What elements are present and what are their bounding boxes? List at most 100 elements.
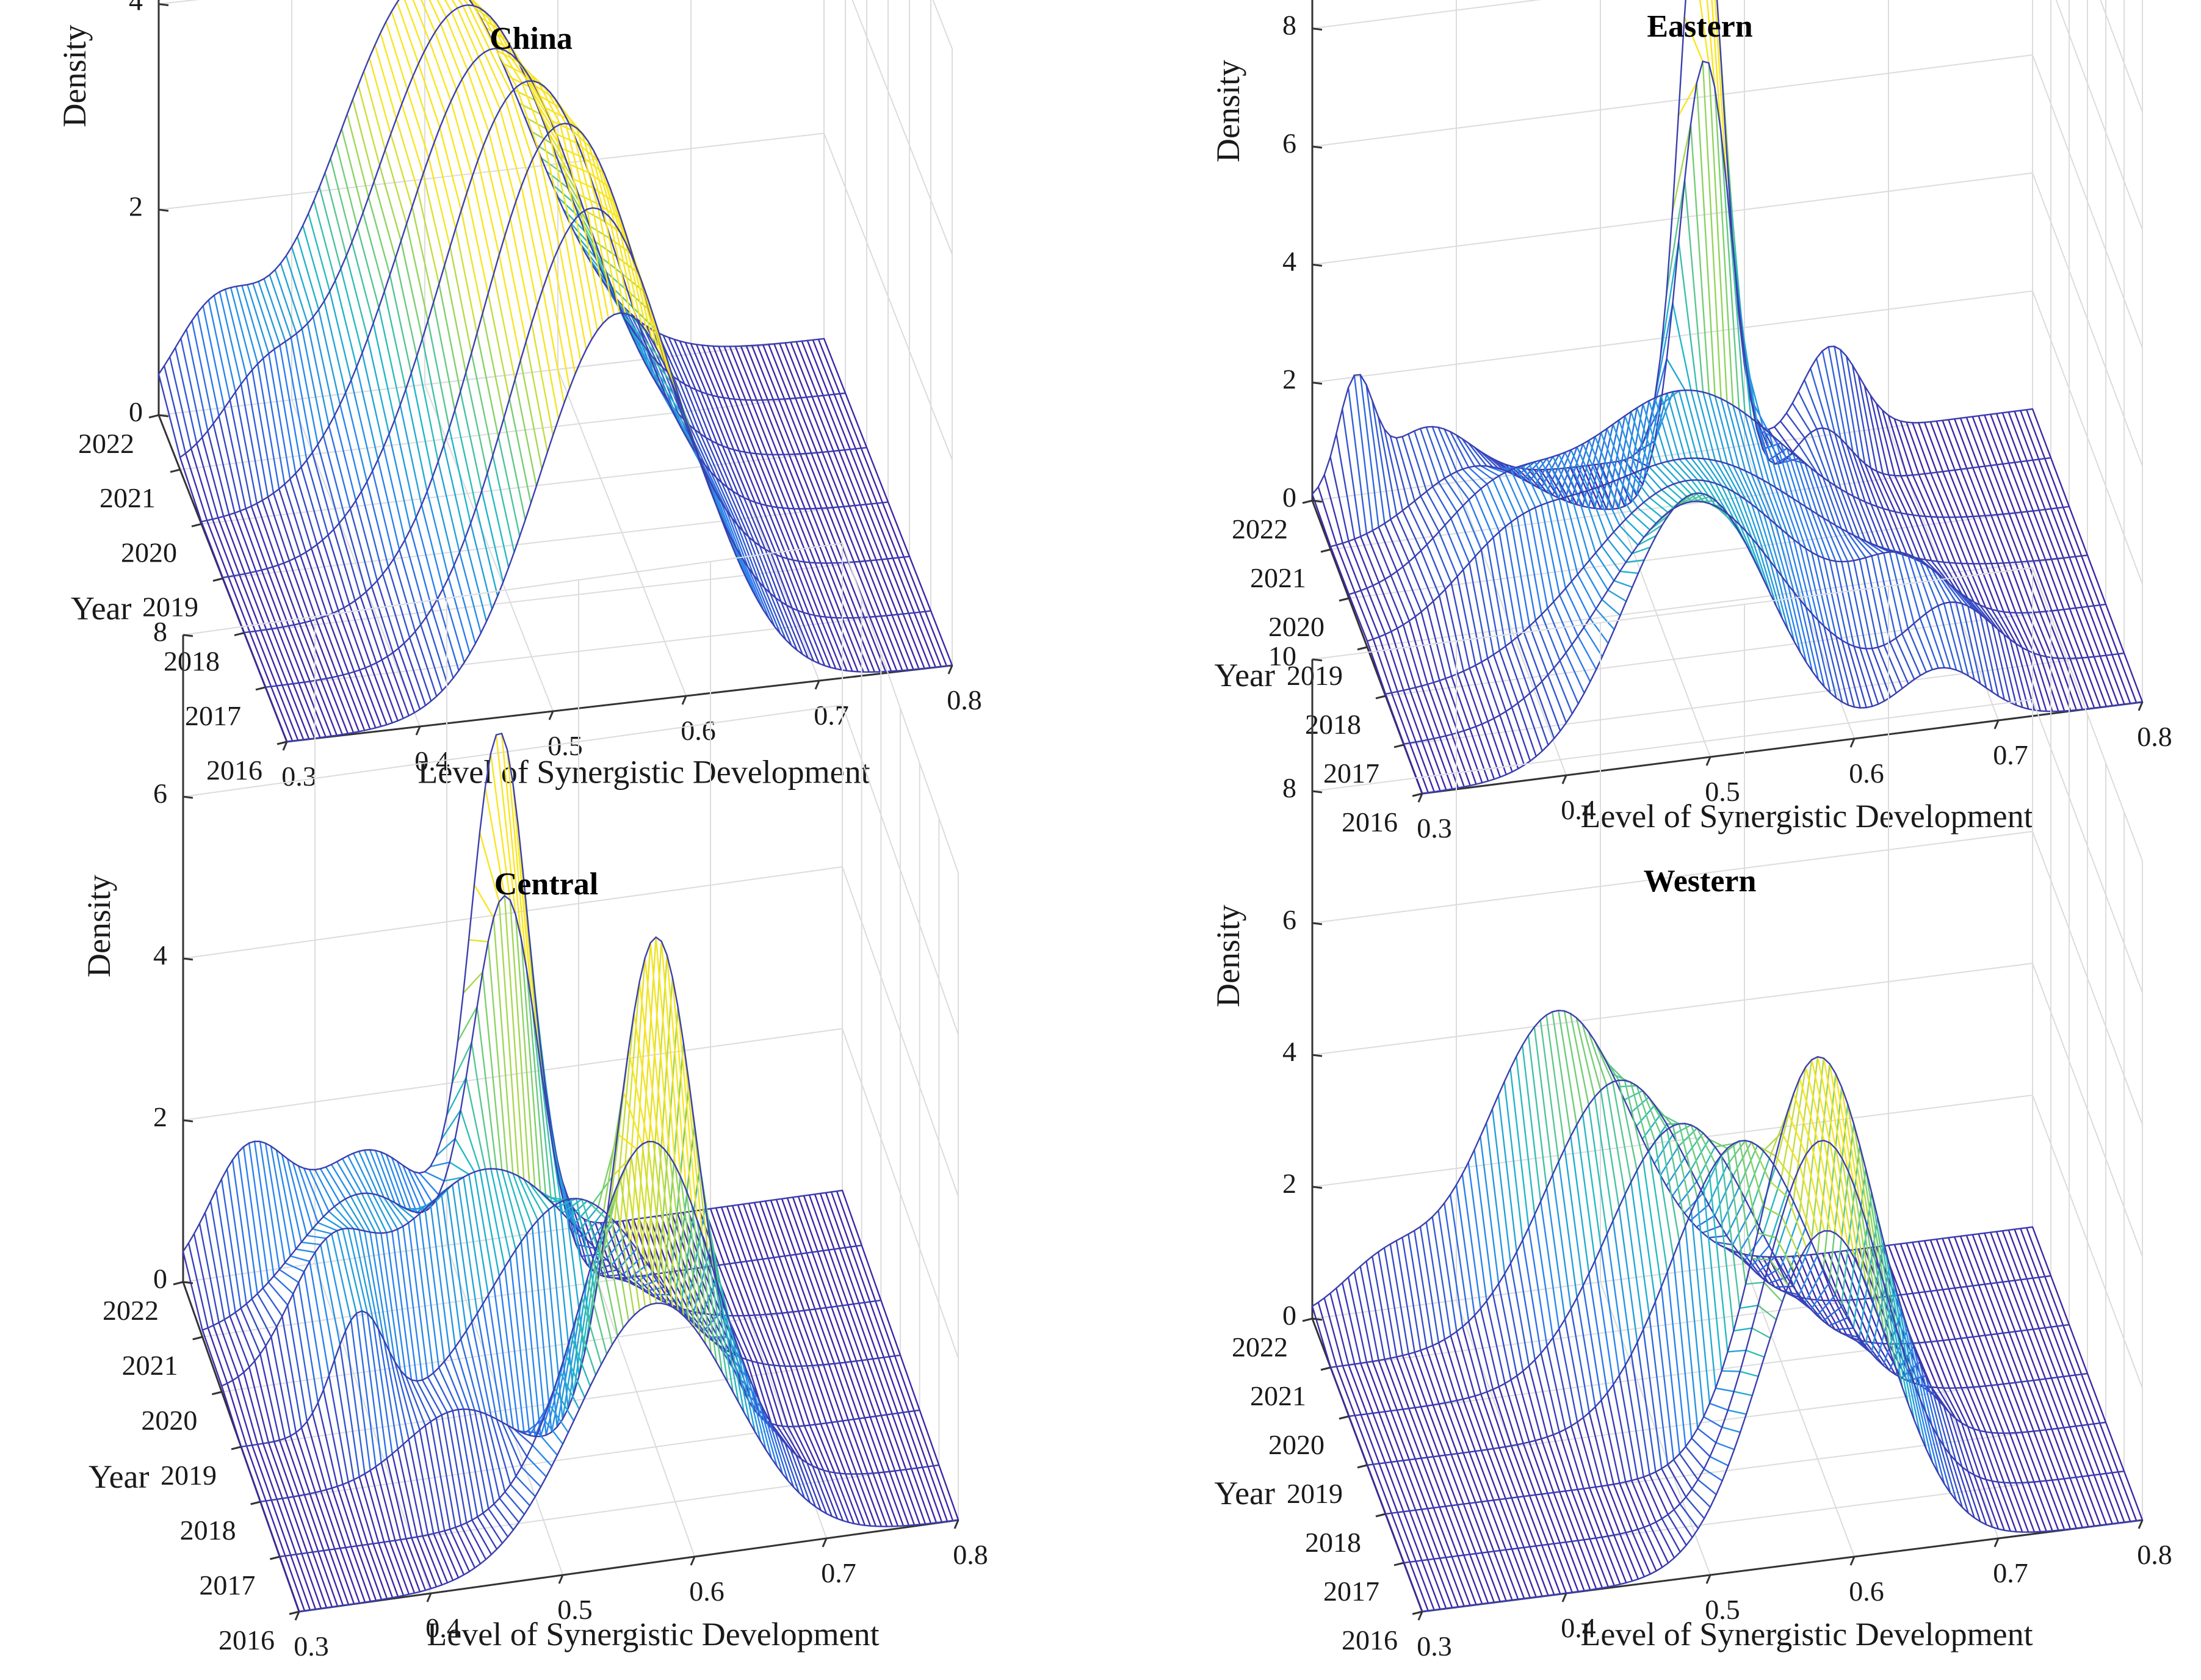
mesh-wire <box>812 339 836 396</box>
mesh-wire <box>622 314 645 341</box>
mesh-wire <box>1678 1123 1699 1199</box>
mesh-wire <box>1433 1558 1453 1609</box>
mesh-wire <box>754 1314 775 1366</box>
mesh-wire <box>1533 1026 1554 1176</box>
mesh-wire <box>543 1418 564 1445</box>
mesh-wire <box>761 453 784 509</box>
mesh-wire <box>526 1233 547 1436</box>
mesh-wire <box>542 1214 563 1421</box>
mesh-wire <box>344 515 367 593</box>
mesh-wire <box>1516 1055 1536 1215</box>
z-tick <box>1312 499 1323 503</box>
mesh-wire <box>1432 600 1453 677</box>
mesh-wire <box>451 1041 472 1084</box>
mesh-wire <box>1643 468 1663 491</box>
mesh-wire <box>504 1491 526 1515</box>
mesh-wire <box>1774 437 1794 500</box>
mesh-wire <box>1420 549 1440 596</box>
mesh-wire <box>823 1469 844 1522</box>
mesh-wire <box>2044 1275 2064 1327</box>
mesh-wire <box>1943 603 1964 673</box>
mesh-wire <box>1690 389 1710 460</box>
mesh-wire <box>1637 1528 1657 1572</box>
mesh-wire <box>1462 569 1483 663</box>
mesh-wire <box>1948 516 1968 565</box>
mesh-wire <box>2008 562 2029 614</box>
mesh-wire <box>575 217 598 331</box>
mesh-wire <box>1804 1297 1824 1322</box>
mesh-wire <box>1414 1458 1434 1509</box>
mesh-wire <box>1966 468 1986 516</box>
mesh-wire <box>474 1410 495 1505</box>
mesh-wire <box>1996 1333 2017 1384</box>
mesh-wire <box>505 50 529 82</box>
mesh-wire <box>355 1312 377 1468</box>
mesh-wire <box>386 1457 407 1540</box>
mesh-wire <box>1582 443 1602 487</box>
mesh-wire <box>1816 1055 1837 1150</box>
mesh-wire <box>1750 1157 1771 1212</box>
mesh-wire <box>1955 601 1975 681</box>
mesh-wire <box>1684 1225 1705 1418</box>
mesh-wire <box>1817 1140 1837 1235</box>
mesh-wire <box>1811 613 1831 694</box>
mesh-wire <box>1486 1500 1507 1551</box>
mesh-wire <box>2020 1381 2041 1432</box>
mesh-wire <box>1559 1542 1579 1593</box>
mesh-wire <box>1594 1486 1615 1536</box>
z-tick <box>158 208 169 212</box>
mesh-wire <box>817 1250 838 1308</box>
mesh-wire <box>255 630 278 687</box>
density-curve-2021 <box>1330 60 2051 548</box>
z-tick-label: 2 <box>153 1101 167 1132</box>
mesh-wire <box>504 1266 525 1435</box>
mesh-wire <box>372 1543 394 1599</box>
mesh-wire <box>1937 1397 1957 1463</box>
mesh-wire <box>866 1358 887 1416</box>
mesh-wire <box>1606 1392 1627 1483</box>
mesh-wire <box>1601 598 1621 617</box>
mesh-wire <box>1624 1079 1644 1160</box>
mesh-wire <box>311 548 334 614</box>
mesh-wire <box>1643 1526 1663 1568</box>
mesh-wire <box>1565 652 1585 694</box>
mesh-wire <box>1708 393 1729 465</box>
mesh-wire <box>679 1165 701 1309</box>
mesh-wire <box>1985 1431 2005 1483</box>
mesh-wire <box>1697 1427 1717 1444</box>
mesh-wire <box>1389 1243 1410 1355</box>
mesh-wire <box>411 206 435 303</box>
mesh-wire <box>352 98 375 183</box>
mesh-wire <box>641 1275 662 1302</box>
mesh-wire <box>1511 640 1531 694</box>
mesh-wire <box>317 1222 338 1232</box>
mesh-wire <box>1461 438 1482 467</box>
mesh-wire <box>1498 531 1519 638</box>
mesh-wire <box>1895 1326 1915 1421</box>
mesh-wire <box>454 1346 475 1411</box>
mesh-wire <box>1342 542 1362 592</box>
mesh-wire <box>329 291 352 381</box>
mesh-wire <box>1636 471 1657 494</box>
mesh-wire <box>756 399 779 455</box>
mesh-wire <box>476 1312 497 1420</box>
mesh-wire <box>1395 514 1416 557</box>
mesh-wire <box>1979 604 1999 631</box>
mesh-wire <box>790 1449 811 1504</box>
mesh-wire <box>426 490 449 579</box>
mesh-wire <box>1889 1305 1909 1405</box>
mesh-wire <box>677 1006 698 1222</box>
mesh-wire <box>1990 609 2011 640</box>
mesh-wire <box>488 1508 509 1538</box>
mesh-wire <box>308 1168 330 1212</box>
mesh-wire <box>287 625 311 682</box>
mesh-wire <box>538 82 561 125</box>
mesh-wire <box>782 507 805 563</box>
mesh-wire <box>1936 1340 1956 1389</box>
mesh-wire <box>1528 463 1549 504</box>
mesh-wire <box>1757 508 1777 570</box>
mesh-wire <box>800 1365 822 1425</box>
mesh-wire <box>383 291 407 391</box>
mesh-wire <box>755 452 778 509</box>
